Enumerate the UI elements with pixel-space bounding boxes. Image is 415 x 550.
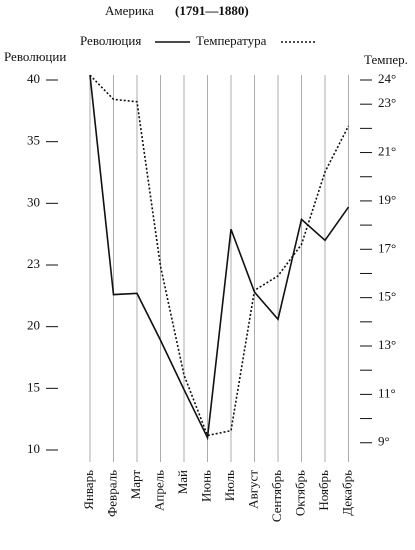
y2-tick-label: 23° — [378, 95, 396, 110]
y-axis-label: Революции — [4, 49, 66, 64]
y2-tick-label: 21° — [378, 144, 396, 159]
x-tick-label: Март — [128, 470, 143, 500]
x-tick-label: Январь — [81, 470, 96, 510]
y-tick-label: 30 — [27, 194, 40, 209]
y2-tick-label: 11° — [378, 385, 396, 400]
y2-axis-label: Темпер. — [364, 52, 408, 67]
x-tick-label: Декабрь — [339, 470, 354, 516]
legend-label: Температура — [196, 33, 267, 48]
x-tick-label: Ноябрь — [316, 470, 331, 511]
y2-tick-label: 13° — [378, 337, 396, 352]
y2-tick-label: 15° — [378, 289, 396, 304]
x-tick-label: Август — [245, 470, 260, 509]
x-tick-label: Февраль — [104, 470, 119, 517]
chart-title: Америка — [105, 3, 154, 18]
series-line — [89, 74, 350, 437]
y2-tick-label: 24° — [378, 71, 396, 86]
chart-subtitle: (1791—1880) — [175, 3, 249, 18]
x-tick-label: Сентябрь — [269, 470, 284, 522]
y2-tick-label: 19° — [378, 192, 396, 207]
series-line — [89, 74, 350, 441]
x-tick-label: Май — [175, 470, 190, 494]
y-tick-label: 23 — [27, 256, 40, 271]
x-tick-label: Октябрь — [292, 470, 307, 516]
x-tick-label: Июль — [222, 470, 237, 501]
y-tick-label: 35 — [27, 133, 40, 148]
y2-tick-label: 9° — [378, 434, 390, 449]
x-tick-label: Июнь — [198, 470, 213, 502]
y-tick-label: 15 — [27, 379, 40, 394]
x-tick-label: Апрель — [151, 470, 166, 511]
y-tick-label: 40 — [27, 71, 40, 86]
y2-tick-label: 17° — [378, 240, 396, 255]
y-tick-label: 20 — [27, 318, 40, 333]
y-tick-label: 10 — [27, 441, 40, 456]
legend-label: Революция — [80, 33, 141, 48]
